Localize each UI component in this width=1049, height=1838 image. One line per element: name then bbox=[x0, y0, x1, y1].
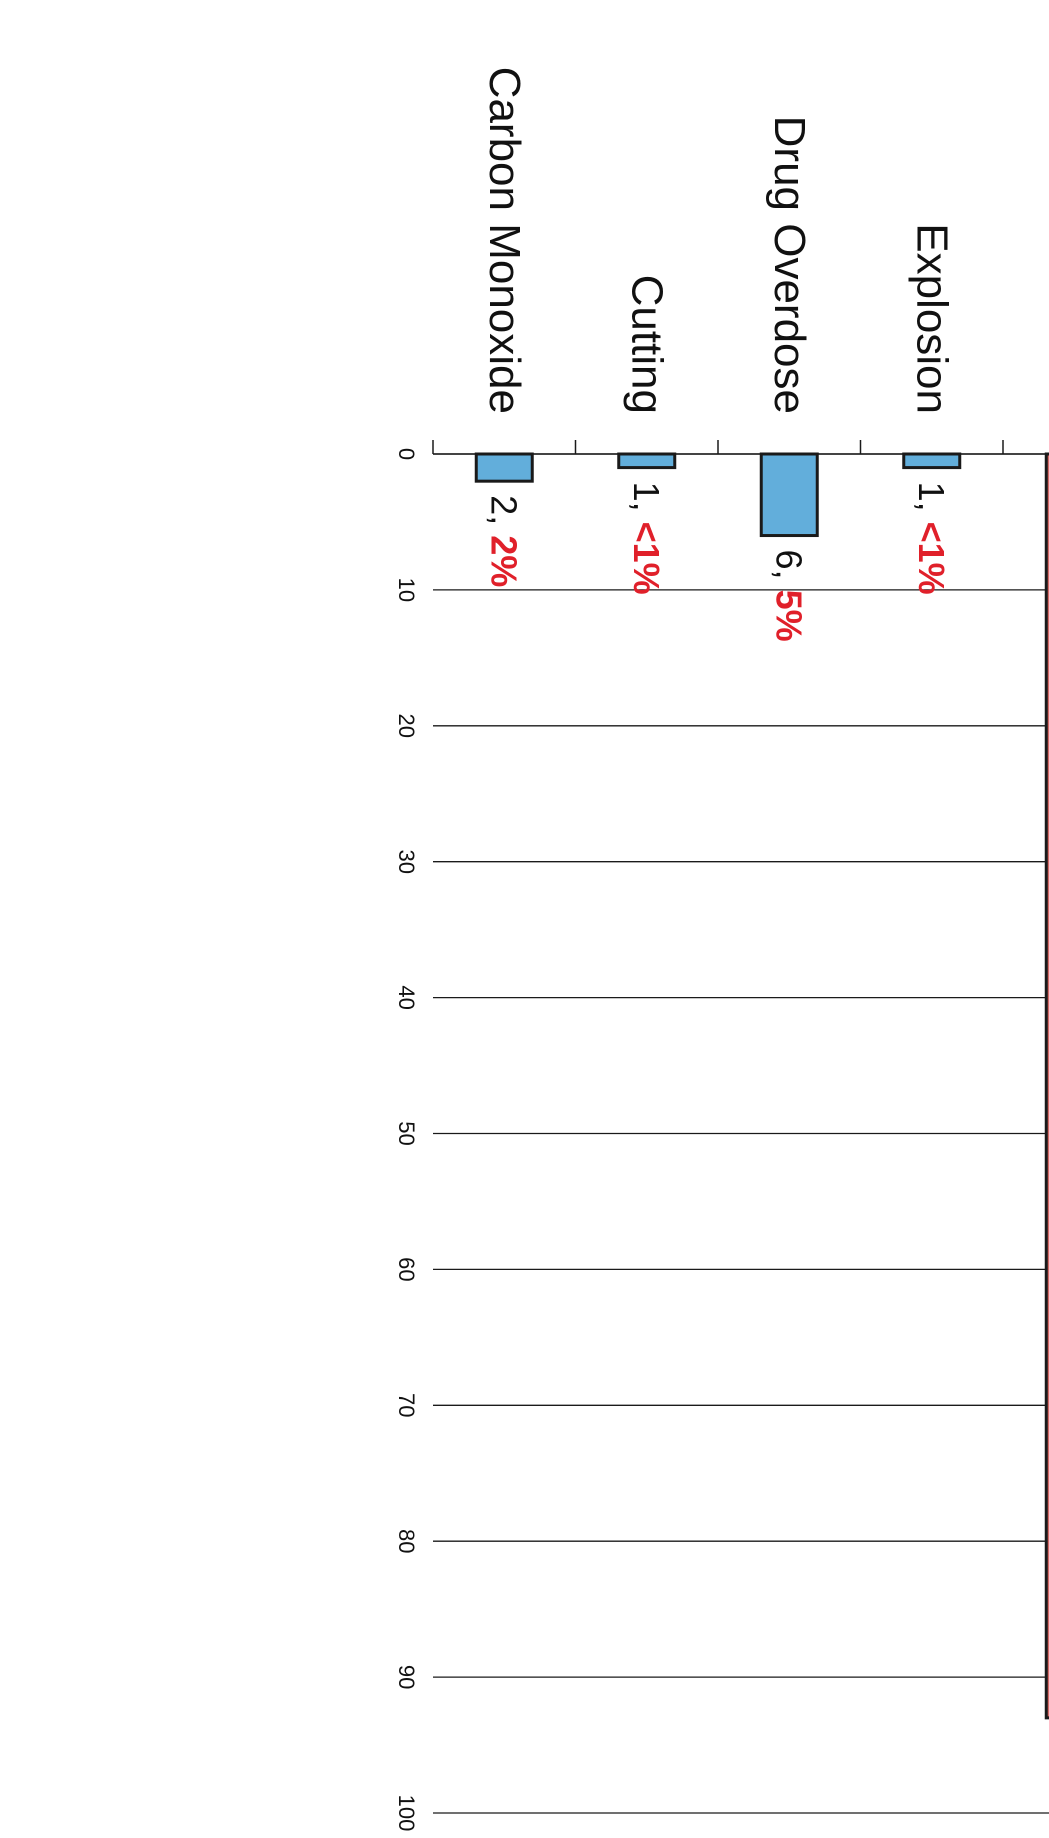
bar-explosion bbox=[902, 452, 962, 470]
category-label: Cutting bbox=[622, 275, 671, 414]
data-label: 1, <1% bbox=[911, 482, 952, 595]
tick-label: 20 bbox=[394, 714, 419, 738]
data-label-count: 6, bbox=[769, 550, 810, 590]
tick-label: 100 bbox=[394, 1795, 419, 1832]
data-label-percent: 2% bbox=[484, 535, 525, 587]
data-label-percent: <1% bbox=[626, 522, 667, 595]
data-label: 2, 2% bbox=[484, 495, 525, 587]
data-label: 6, 5% bbox=[769, 550, 810, 642]
bar-cutting bbox=[617, 452, 677, 470]
data-label-percent: <1% bbox=[911, 522, 952, 595]
tick-label: 40 bbox=[394, 985, 419, 1009]
gridlines bbox=[433, 453, 1049, 1814]
category-label: Carbon Monoxide bbox=[480, 67, 529, 414]
tick-label: 60 bbox=[394, 1257, 419, 1281]
tick-label: 30 bbox=[394, 849, 419, 873]
tick-label: 90 bbox=[394, 1665, 419, 1689]
category-label: Explosion bbox=[907, 223, 956, 414]
tick-label: 10 bbox=[394, 578, 419, 602]
tick-label: 0 bbox=[394, 448, 419, 460]
category-axis bbox=[432, 440, 1049, 455]
bars bbox=[474, 452, 1049, 1720]
tick-label: 70 bbox=[394, 1393, 419, 1417]
data-label-percent: 5% bbox=[769, 590, 810, 642]
bar-carbon-monoxide bbox=[474, 452, 534, 483]
bar-drug-overdose bbox=[759, 452, 819, 538]
data-label-count: 2, bbox=[484, 495, 525, 535]
tick-label: 50 bbox=[394, 1121, 419, 1145]
plot-area: 0 10 20 30 40 50 60 70 80 90 100 Carbon Monoxide Cut… bbox=[394, 67, 1049, 1831]
category-label: Drug Overdose bbox=[765, 116, 814, 414]
tick-label: 80 bbox=[394, 1529, 419, 1553]
data-label-count: 1, bbox=[911, 482, 952, 522]
data-label: 1, <1% bbox=[626, 482, 667, 595]
bar-firearm bbox=[1044, 452, 1049, 1720]
data-label-count: 1, bbox=[626, 482, 667, 522]
category-labels: Carbon Monoxide Cutting Drug Overdose Explo… bbox=[480, 67, 957, 414]
data-labels: 2, 2%1, <1%6, 5%1, <1%93, 77%17, 14%1, <… bbox=[484, 482, 953, 642]
tick-labels: 0 10 20 30 40 50 60 70 80 90 100 bbox=[394, 448, 419, 1831]
